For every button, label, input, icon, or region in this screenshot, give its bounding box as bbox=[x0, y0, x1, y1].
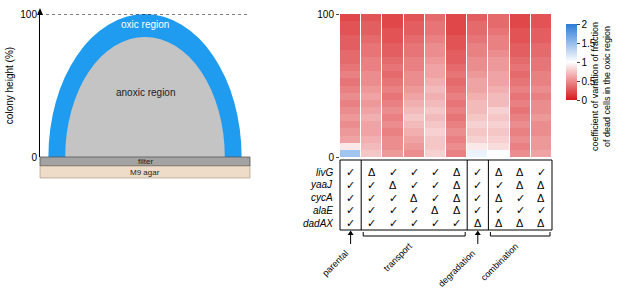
svg-text:transport: transport bbox=[382, 241, 415, 274]
svg-text:Δ: Δ bbox=[516, 166, 524, 178]
svg-text:oxic region: oxic region bbox=[121, 19, 169, 30]
svg-text:Δ: Δ bbox=[537, 217, 545, 229]
svg-text:✓: ✓ bbox=[346, 204, 355, 216]
svg-text:Δ: Δ bbox=[537, 179, 545, 191]
svg-text:✓: ✓ bbox=[431, 192, 440, 204]
svg-text:M9 agar: M9 agar bbox=[130, 168, 160, 177]
svg-text:Δ: Δ bbox=[495, 192, 503, 204]
svg-text:2: 2 bbox=[582, 19, 588, 30]
svg-text:colony height (%): colony height (%) bbox=[4, 47, 15, 124]
svg-text:✓: ✓ bbox=[367, 217, 376, 229]
svg-text:degradation: degradation bbox=[436, 248, 477, 289]
svg-text:✓: ✓ bbox=[473, 166, 482, 178]
svg-text:✓: ✓ bbox=[473, 179, 482, 191]
svg-text:livG: livG bbox=[316, 167, 333, 178]
svg-text:✓: ✓ bbox=[537, 166, 546, 178]
svg-text:anoxic region: anoxic region bbox=[116, 87, 175, 98]
svg-text:✓: ✓ bbox=[346, 179, 355, 191]
svg-text:✓: ✓ bbox=[389, 166, 398, 178]
svg-text:✓: ✓ bbox=[367, 192, 376, 204]
svg-text:Δ: Δ bbox=[516, 217, 524, 229]
svg-text:0: 0 bbox=[328, 152, 334, 163]
svg-text:✓: ✓ bbox=[473, 204, 482, 216]
svg-text:✓: ✓ bbox=[431, 166, 440, 178]
svg-text:✓: ✓ bbox=[367, 204, 376, 216]
svg-text:1.5: 1.5 bbox=[582, 38, 596, 49]
svg-text:Δ: Δ bbox=[389, 179, 397, 191]
svg-text:Δ: Δ bbox=[495, 166, 503, 178]
svg-text:Δ: Δ bbox=[537, 192, 545, 204]
svg-text:combination: combination bbox=[479, 241, 520, 282]
svg-text:✓: ✓ bbox=[346, 166, 355, 178]
svg-text:0: 0 bbox=[582, 95, 588, 106]
svg-text:✓: ✓ bbox=[410, 166, 419, 178]
svg-text:1: 1 bbox=[582, 57, 588, 68]
svg-text:✓: ✓ bbox=[367, 179, 376, 191]
svg-text:Δ: Δ bbox=[453, 166, 461, 178]
svg-text:✓: ✓ bbox=[452, 217, 461, 229]
svg-text:Δ: Δ bbox=[474, 217, 482, 229]
svg-text:filter: filter bbox=[138, 157, 153, 166]
svg-text:✓: ✓ bbox=[431, 217, 440, 229]
svg-text:Δ: Δ bbox=[410, 192, 418, 204]
svg-text:✓: ✓ bbox=[389, 192, 398, 204]
svg-text:yaaJ: yaaJ bbox=[310, 179, 333, 190]
svg-text:✓: ✓ bbox=[346, 192, 355, 204]
svg-text:cycA: cycA bbox=[311, 192, 333, 203]
svg-text:Δ: Δ bbox=[453, 192, 461, 204]
svg-text:Δ: Δ bbox=[453, 179, 461, 191]
svg-text:✓: ✓ bbox=[410, 179, 419, 191]
svg-text:Δ: Δ bbox=[516, 179, 524, 191]
svg-text:✓: ✓ bbox=[410, 217, 419, 229]
svg-text:100: 100 bbox=[20, 9, 37, 20]
svg-text:✓: ✓ bbox=[346, 217, 355, 229]
svg-text:✓: ✓ bbox=[431, 179, 440, 191]
svg-text:parental: parental bbox=[320, 248, 350, 278]
svg-text:✓: ✓ bbox=[389, 204, 398, 216]
svg-text:Δ: Δ bbox=[431, 204, 439, 216]
svg-text:Δ: Δ bbox=[453, 204, 461, 216]
svg-text:Δ: Δ bbox=[495, 217, 503, 229]
svg-text:0: 0 bbox=[31, 152, 37, 163]
svg-text:Δ: Δ bbox=[368, 166, 376, 178]
svg-text:0.5: 0.5 bbox=[582, 76, 596, 87]
svg-text:✓: ✓ bbox=[495, 204, 504, 216]
svg-text:✓: ✓ bbox=[537, 204, 546, 216]
svg-text:✓: ✓ bbox=[516, 204, 525, 216]
svg-text:✓: ✓ bbox=[516, 192, 525, 204]
svg-text:100: 100 bbox=[317, 9, 334, 20]
svg-text:dadAX: dadAX bbox=[303, 218, 333, 229]
svg-text:✓: ✓ bbox=[495, 179, 504, 191]
svg-text:alaE: alaE bbox=[313, 205, 333, 216]
svg-text:✓: ✓ bbox=[410, 204, 419, 216]
svg-text:✓: ✓ bbox=[389, 217, 398, 229]
svg-text:coefficient of variation of fr: coefficient of variation of fractionof d… bbox=[590, 22, 612, 151]
svg-text:✓: ✓ bbox=[473, 192, 482, 204]
